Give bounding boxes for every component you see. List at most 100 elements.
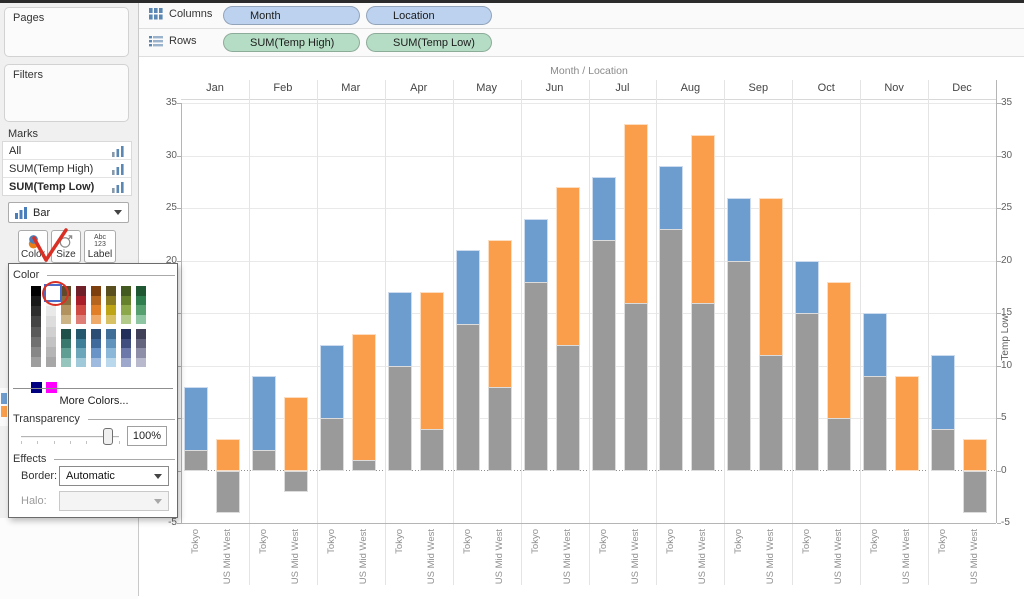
shelf-pill-sum-temp-high-[interactable]: SUM(Temp High) bbox=[223, 33, 360, 52]
bar-temp-low-tokyo-sep[interactable] bbox=[727, 260, 752, 471]
palette-swatch[interactable] bbox=[31, 326, 41, 337]
bar-temp-low-us-mid-west-mar[interactable] bbox=[351, 460, 376, 471]
bar-temp-low-us-mid-west-apr[interactable] bbox=[419, 428, 444, 471]
pages-shelf[interactable]: Pages bbox=[4, 7, 129, 57]
bar-temp-low-us-mid-west-sep[interactable] bbox=[759, 355, 784, 471]
palette-swatch[interactable] bbox=[46, 306, 56, 317]
filters-shelf[interactable]: Filters bbox=[4, 64, 129, 122]
palette-swatch[interactable] bbox=[106, 338, 116, 348]
palette-swatch[interactable] bbox=[91, 348, 101, 358]
marks-card-row[interactable]: SUM(Temp High) bbox=[3, 160, 131, 178]
bar-temp-high-us-mid-west-dec[interactable] bbox=[963, 439, 988, 471]
palette-swatch[interactable] bbox=[76, 348, 86, 358]
palette-swatch[interactable] bbox=[106, 329, 116, 339]
palette-swatch[interactable] bbox=[136, 348, 146, 358]
transparency-slider-thumb[interactable] bbox=[103, 428, 113, 445]
palette-swatch[interactable] bbox=[106, 348, 116, 358]
columns-shelf[interactable]: Columns Month Location bbox=[139, 3, 1024, 29]
palette-swatch[interactable] bbox=[91, 329, 101, 339]
palette-swatch[interactable] bbox=[46, 316, 56, 327]
palette-swatch[interactable] bbox=[121, 295, 131, 305]
palette-swatch[interactable] bbox=[46, 326, 56, 337]
palette-swatch[interactable] bbox=[31, 336, 41, 347]
bar-temp-low-us-mid-west-dec[interactable] bbox=[963, 470, 988, 513]
palette-swatch[interactable] bbox=[136, 305, 146, 315]
palette-swatch[interactable] bbox=[31, 316, 41, 327]
bar-temp-high-us-mid-west-feb[interactable] bbox=[283, 397, 308, 471]
palette-swatch[interactable] bbox=[121, 314, 131, 324]
marks-card-row[interactable]: All bbox=[3, 142, 131, 160]
palette-swatch[interactable] bbox=[136, 338, 146, 348]
palette-swatch[interactable] bbox=[121, 286, 131, 296]
color-button[interactable]: Color bbox=[18, 230, 48, 263]
shelf-pill-sum-temp-low-[interactable]: SUM(Temp Low) bbox=[366, 33, 492, 52]
bar-temp-low-tokyo-may[interactable] bbox=[455, 323, 480, 471]
legend-swatch-usmidwest[interactable] bbox=[1, 406, 7, 417]
palette-swatch[interactable] bbox=[61, 357, 71, 367]
transparency-slider-track[interactable] bbox=[21, 436, 119, 438]
palette-swatch[interactable] bbox=[91, 295, 101, 305]
palette-swatch[interactable] bbox=[136, 314, 146, 324]
palette-swatch[interactable] bbox=[61, 305, 71, 315]
bar-temp-low-tokyo-feb[interactable] bbox=[251, 449, 276, 471]
bar-temp-high-us-mid-west-nov[interactable] bbox=[895, 376, 920, 471]
palette-swatch[interactable] bbox=[61, 338, 71, 348]
bar-temp-low-us-mid-west-jan[interactable] bbox=[216, 470, 240, 513]
size-button[interactable]: Size bbox=[51, 230, 81, 263]
palette-swatch[interactable] bbox=[31, 356, 41, 367]
bar-temp-low-us-mid-west-aug[interactable] bbox=[691, 302, 716, 471]
palette-swatch[interactable] bbox=[91, 286, 101, 296]
marks-card-row[interactable]: SUM(Temp Low) bbox=[3, 178, 131, 195]
palette-swatch[interactable] bbox=[61, 348, 71, 358]
palette-swatch[interactable] bbox=[121, 348, 131, 358]
palette-swatch[interactable] bbox=[106, 314, 116, 324]
bar-temp-low-us-mid-west-feb[interactable] bbox=[283, 470, 308, 492]
legend-swatch-tokyo[interactable] bbox=[1, 393, 7, 404]
bar-temp-low-tokyo-dec[interactable] bbox=[931, 428, 956, 471]
palette-swatch[interactable] bbox=[46, 346, 56, 357]
palette-swatch[interactable] bbox=[106, 286, 116, 296]
palette-swatch[interactable] bbox=[76, 286, 86, 296]
palette-swatch[interactable] bbox=[76, 295, 86, 305]
bar-temp-low-tokyo-nov[interactable] bbox=[863, 376, 888, 471]
palette-swatch[interactable] bbox=[46, 336, 56, 347]
palette-swatch[interactable] bbox=[106, 357, 116, 367]
shelf-pill-location[interactable]: Location bbox=[366, 6, 492, 25]
palette-swatch[interactable] bbox=[91, 338, 101, 348]
palette-swatch[interactable] bbox=[31, 296, 41, 307]
label-button[interactable]: Abc 123 Label bbox=[84, 230, 116, 263]
palette-swatch[interactable] bbox=[106, 295, 116, 305]
palette-swatch[interactable] bbox=[121, 305, 131, 315]
palette-swatch[interactable] bbox=[76, 314, 86, 324]
palette-swatch[interactable] bbox=[46, 356, 56, 367]
bar-temp-low-tokyo-apr[interactable] bbox=[387, 365, 412, 471]
palette-swatch[interactable] bbox=[76, 329, 86, 339]
bar-temp-low-us-mid-west-oct[interactable] bbox=[827, 418, 852, 471]
palette-swatch[interactable] bbox=[61, 314, 71, 324]
palette-swatch[interactable] bbox=[91, 357, 101, 367]
shelf-pill-month[interactable]: Month bbox=[223, 6, 360, 25]
palette-swatch[interactable] bbox=[91, 305, 101, 315]
bar-temp-low-us-mid-west-jun[interactable] bbox=[555, 344, 580, 471]
more-colors-link[interactable]: More Colors... bbox=[59, 395, 129, 407]
palette-swatch[interactable] bbox=[106, 305, 116, 315]
bar-temp-low-tokyo-jul[interactable] bbox=[591, 239, 616, 471]
palette-swatch[interactable] bbox=[121, 338, 131, 348]
palette-swatch[interactable] bbox=[121, 329, 131, 339]
bar-temp-low-tokyo-jan[interactable] bbox=[184, 449, 208, 471]
mark-type-dropdown[interactable]: Bar bbox=[8, 202, 129, 223]
palette-swatch[interactable] bbox=[76, 338, 86, 348]
palette-swatch[interactable] bbox=[61, 329, 71, 339]
palette-swatch[interactable] bbox=[76, 357, 86, 367]
palette-swatch[interactable] bbox=[31, 286, 41, 297]
palette-swatch[interactable] bbox=[136, 286, 146, 296]
palette-swatch[interactable] bbox=[136, 357, 146, 367]
bar-temp-low-tokyo-jun[interactable] bbox=[523, 281, 548, 471]
palette-swatch[interactable] bbox=[136, 329, 146, 339]
rows-shelf[interactable]: Rows SUM(Temp High) SUM(Temp Low) bbox=[139, 30, 1024, 57]
palette-swatch[interactable] bbox=[121, 357, 131, 367]
palette-swatch[interactable] bbox=[91, 314, 101, 324]
bar-temp-low-us-mid-west-may[interactable] bbox=[487, 386, 512, 471]
bar-temp-low-tokyo-mar[interactable] bbox=[319, 418, 344, 471]
palette-swatch[interactable] bbox=[136, 295, 146, 305]
